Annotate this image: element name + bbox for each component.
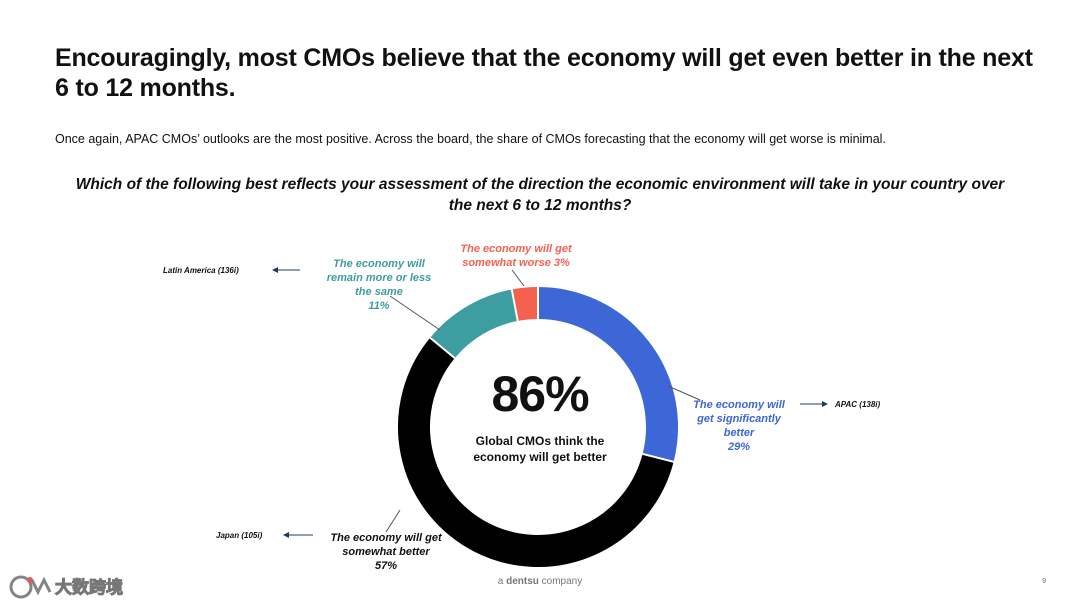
label-remain-same-line-2: remain more or less bbox=[326, 272, 432, 284]
center-caption: Global CMOs think the economy will get b… bbox=[473, 434, 607, 464]
page-subtitle: Once again, APAC CMOs’ outlooks are the … bbox=[55, 132, 886, 146]
label-remain-same-value: 11% bbox=[368, 300, 390, 312]
footer-brand-name: dentsu bbox=[506, 576, 539, 587]
page-number: 9 bbox=[1042, 578, 1046, 585]
label-somewhat-better: The economy will get somewhat better 57% bbox=[318, 531, 454, 573]
region-label-apac: APAC (138i) bbox=[835, 400, 881, 409]
footer-brand: a dentsu company bbox=[440, 576, 640, 587]
label-somewhat-worse: The economy will get somewhat worse 3% bbox=[446, 242, 586, 270]
worse-leader-line bbox=[511, 269, 525, 287]
donut-slice-2 bbox=[398, 337, 674, 567]
label-significantly-better: The economy will get significantly bette… bbox=[684, 398, 794, 454]
significant-leader-line bbox=[667, 385, 701, 401]
footer-suffix: company bbox=[541, 576, 583, 587]
label-remain-same-line-1: The economy will bbox=[333, 258, 425, 270]
donut-slice-4 bbox=[511, 287, 539, 321]
donut-separator-3 bbox=[429, 336, 456, 359]
label-somewhat-better-line-2: somewhat better bbox=[342, 546, 430, 558]
label-significantly-better-line-1: The economy will bbox=[693, 399, 785, 411]
page-title: Encouragingly, most CMOs believe that th… bbox=[55, 44, 1033, 102]
arrow-left-icon bbox=[272, 267, 300, 273]
arrow-left-icon bbox=[283, 532, 313, 538]
donut-slices bbox=[398, 287, 678, 567]
donut-separator-4 bbox=[510, 289, 519, 322]
center-percentage: 86% bbox=[491, 366, 589, 422]
label-somewhat-worse-line-2: somewhat worse 3% bbox=[462, 257, 570, 269]
label-significantly-better-line-2: get significantly bbox=[697, 413, 781, 425]
arrow-right-icon bbox=[800, 401, 828, 407]
region-label-latin-america: Latin America (136i) bbox=[163, 266, 239, 275]
label-significantly-better-line-3: better bbox=[723, 427, 755, 439]
label-somewhat-better-value: 57% bbox=[374, 560, 398, 572]
somewhat-better-leader-line bbox=[385, 509, 401, 533]
label-somewhat-worse-line-1: The economy will get bbox=[460, 243, 572, 255]
label-significantly-better-value: 29% bbox=[727, 441, 751, 453]
survey-question: Which of the following best reflects you… bbox=[75, 176, 1005, 214]
label-remain-same: The economy will remain more or less the… bbox=[316, 257, 442, 313]
footer-prefix: a bbox=[497, 576, 504, 587]
donut-slice-1 bbox=[537, 287, 678, 462]
leader-lines bbox=[385, 269, 701, 533]
donut-slice-3 bbox=[430, 289, 519, 359]
donut-separator-2 bbox=[642, 452, 674, 463]
label-somewhat-better-line-1: The economy will get bbox=[330, 532, 442, 544]
region-label-japan: Japan (105i) bbox=[216, 531, 263, 540]
label-remain-same-line-3: the same bbox=[355, 286, 403, 298]
watermark-logo-icon bbox=[9, 575, 52, 599]
watermark-text: 大数跨境 bbox=[55, 578, 124, 598]
same-leader-line bbox=[389, 295, 441, 331]
